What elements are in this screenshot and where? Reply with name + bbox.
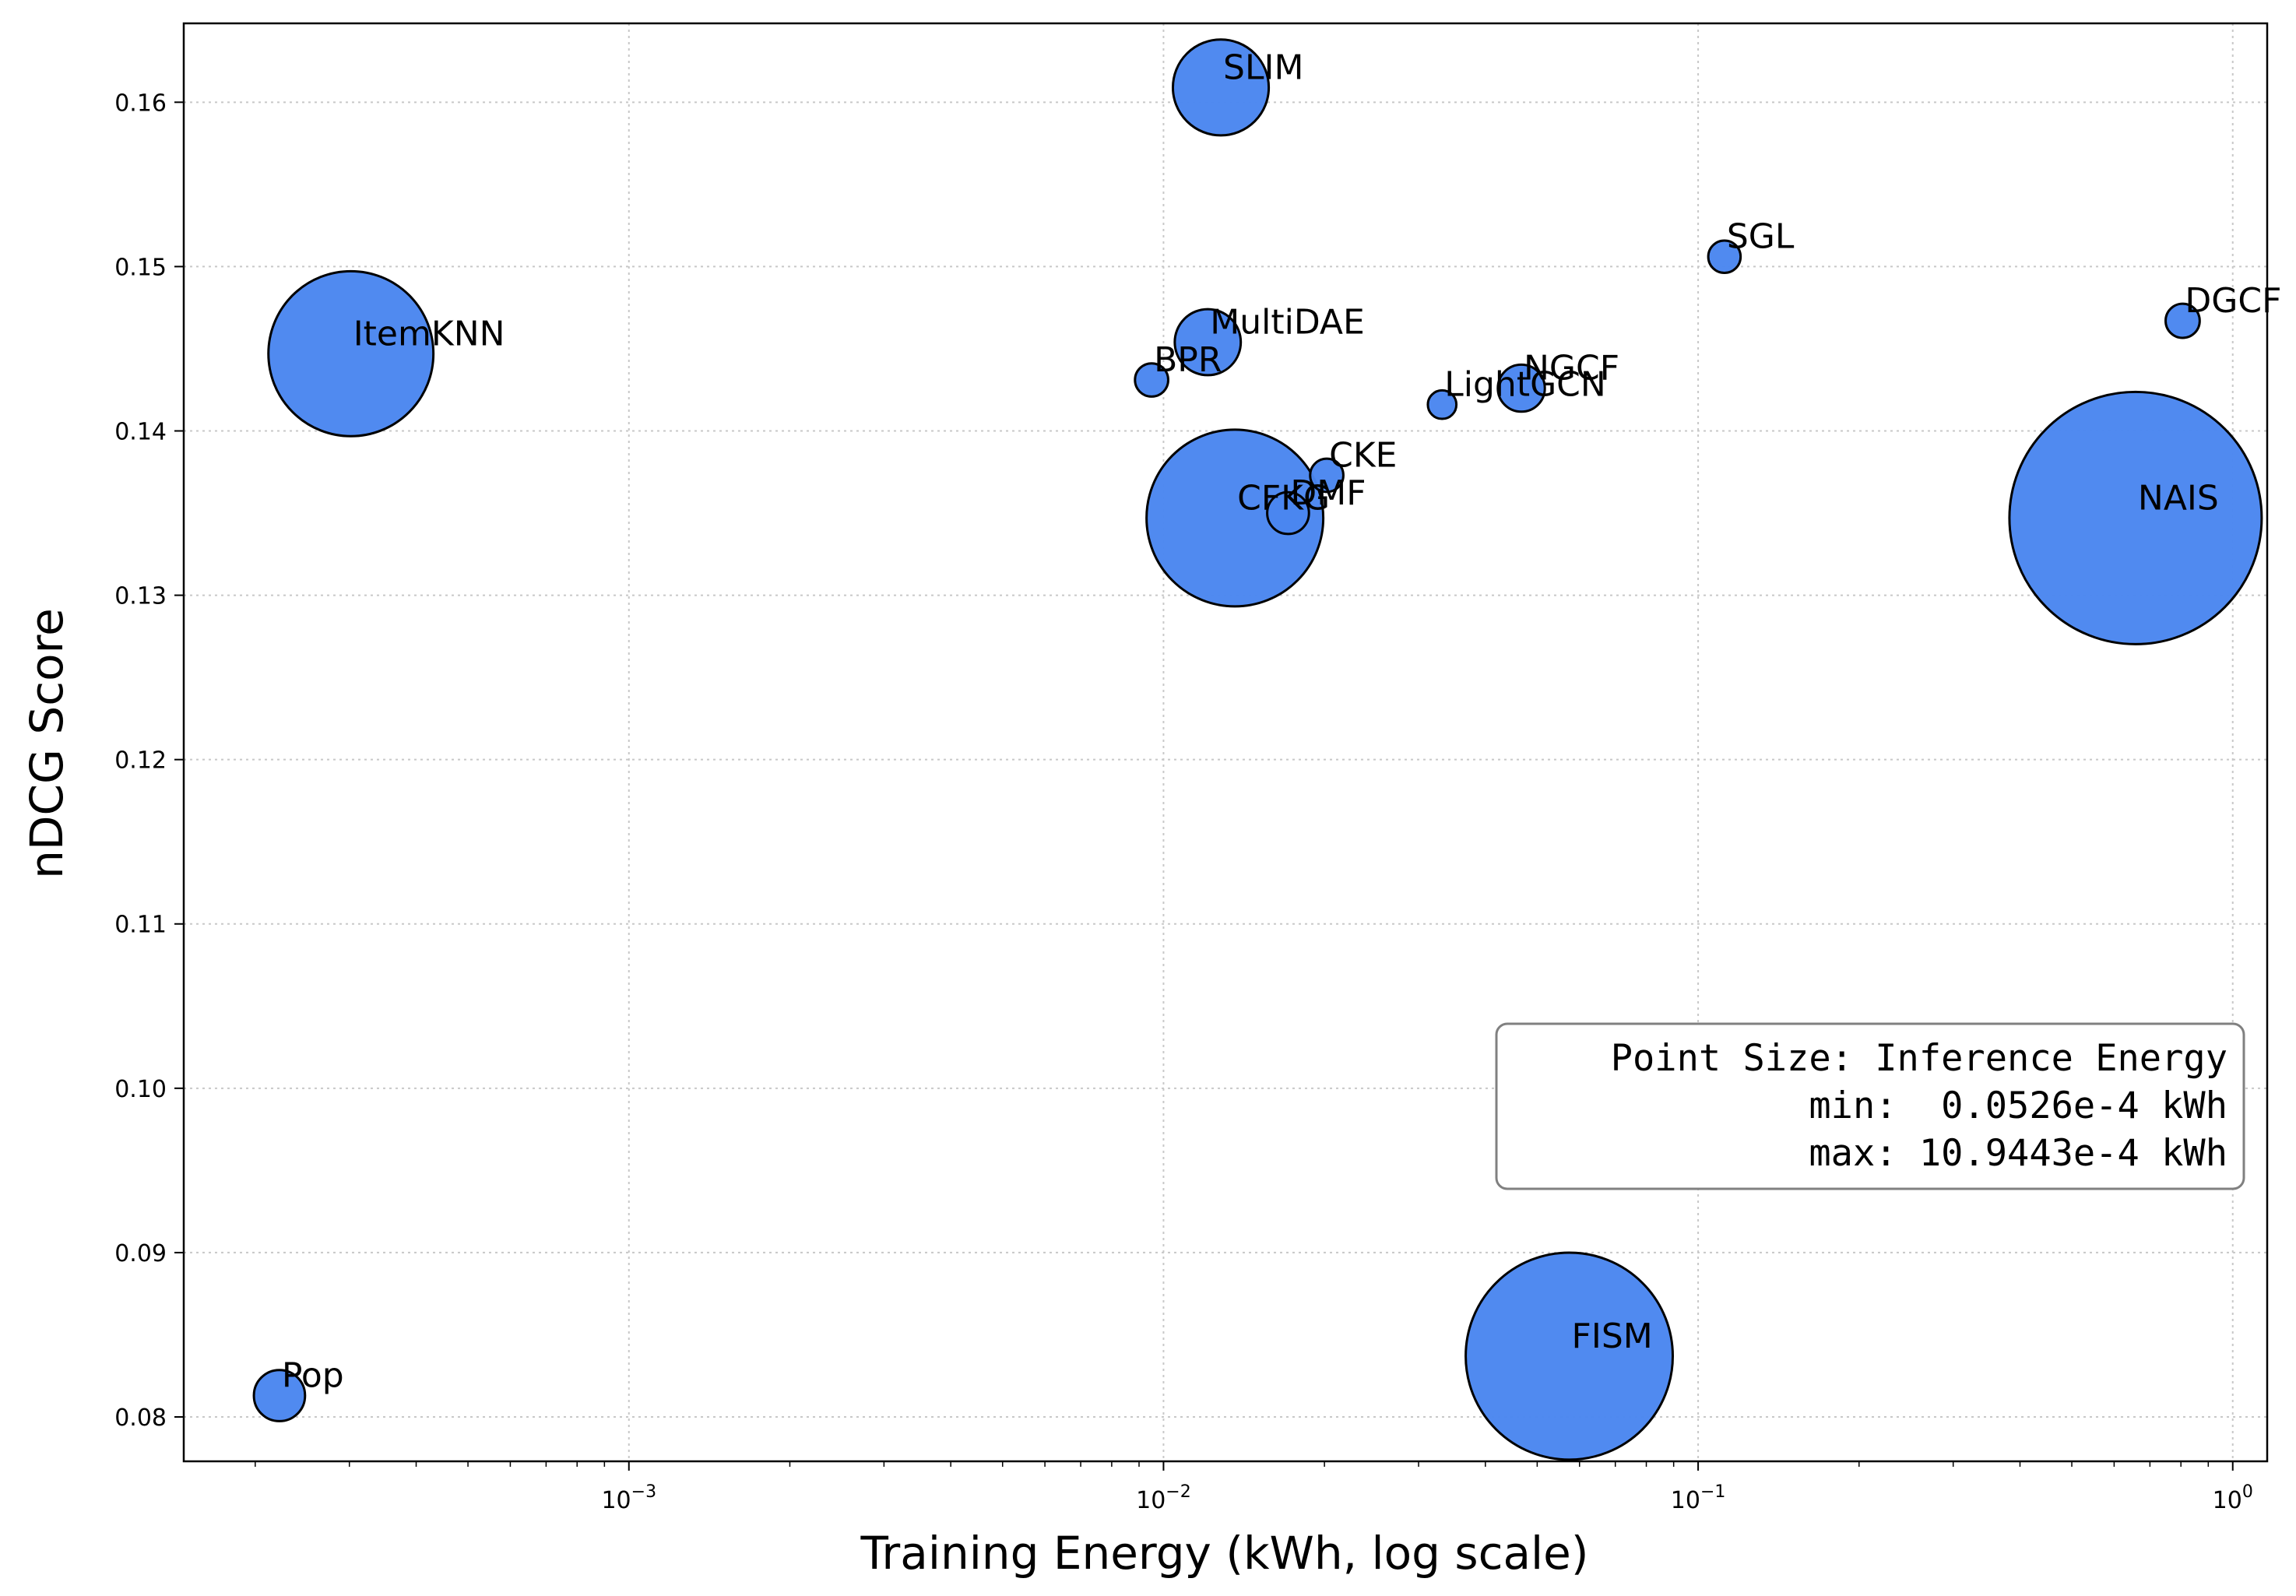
data-point-nais bbox=[2008, 390, 2263, 645]
data-point-pop bbox=[252, 1369, 307, 1422]
point-label-dgcf: DGCF bbox=[2185, 281, 2281, 321]
data-point-slim bbox=[1171, 38, 1271, 137]
y-tick-label: 0.10 bbox=[114, 1076, 167, 1103]
x-axis-label: Training Energy (kWh, log scale) bbox=[860, 1527, 1589, 1580]
point-label-multidae: MultiDAE bbox=[1210, 303, 1365, 343]
x-tick-labels: 10−3 10−2 10−1 100 bbox=[601, 1482, 2252, 1514]
data-point-bpr bbox=[1134, 362, 1169, 398]
point-label-bpr: BPR bbox=[1154, 340, 1222, 380]
data-point-fism bbox=[1464, 1251, 1675, 1461]
legend-line-2: min: 0.0526e-4 kWh bbox=[1809, 1085, 2227, 1127]
data-point-dmf bbox=[1266, 490, 1310, 536]
y-tick-label: 0.16 bbox=[114, 90, 167, 117]
data-point-cke bbox=[1309, 457, 1345, 494]
x-tick-label: 10−1 bbox=[1671, 1482, 1726, 1514]
y-tick-label: 0.15 bbox=[114, 254, 167, 281]
x-tick-label: 10−2 bbox=[1136, 1482, 1191, 1514]
y-tick-label: 0.09 bbox=[114, 1240, 167, 1267]
data-point-lightgcn bbox=[1426, 388, 1458, 420]
data-point-sgl bbox=[1707, 239, 1742, 275]
y-axis-label: nDCG Score bbox=[20, 608, 73, 879]
point-label-cfkg: CFKG bbox=[1237, 478, 1330, 518]
y-tick-label: 0.12 bbox=[114, 747, 167, 775]
y-tick-label: 0.08 bbox=[114, 1404, 167, 1432]
point-label-slim: SLIM bbox=[1223, 47, 1303, 87]
point-label-dmf: DMF bbox=[1290, 473, 1366, 513]
data-point-ngcf bbox=[1496, 363, 1546, 413]
point-label-sgl: SGL bbox=[1727, 217, 1795, 257]
point-label-lightgcn: LightGCN bbox=[1444, 365, 1606, 405]
data-point-itemknn bbox=[267, 269, 435, 438]
y-tick-labels: 0.08 0.09 0.10 0.11 0.12 0.13 0.14 0.15 0.16 bbox=[114, 90, 167, 1432]
legend-box bbox=[1495, 1022, 2245, 1190]
legend-line-1: Point Size: Inference Energy bbox=[1611, 1037, 2227, 1080]
point-label-cke: CKE bbox=[1329, 435, 1397, 475]
data-point-cfkg bbox=[1145, 428, 1325, 608]
plot-frame bbox=[182, 22, 2269, 1463]
size-legend: Point Size: Inference Energy min: 0.0526… bbox=[1495, 1022, 2245, 1190]
major-tick-marks bbox=[174, 101, 2234, 1471]
y-tick-label: 0.13 bbox=[114, 583, 167, 610]
data-points bbox=[252, 38, 2263, 1461]
x-tick-label: 100 bbox=[2213, 1482, 2253, 1514]
point-label-ngcf: NGCF bbox=[1524, 349, 1619, 388]
y-tick-label: 0.11 bbox=[114, 912, 167, 939]
point-label-pop: Pop bbox=[282, 1356, 344, 1396]
point-label-fism: FISM bbox=[1572, 1317, 1653, 1356]
legend-line-3: max: 10.9443e-4 kWh bbox=[1809, 1132, 2227, 1175]
y-tick-label: 0.14 bbox=[114, 418, 167, 445]
point-label-nais: NAIS bbox=[2138, 478, 2219, 518]
data-point-dgcf bbox=[2164, 302, 2201, 339]
grid-lines bbox=[184, 23, 2267, 1461]
x-tick-label: 10−3 bbox=[601, 1482, 656, 1514]
data-point-multidae bbox=[1173, 308, 1243, 377]
point-label-itemknn: ItemKNN bbox=[353, 314, 505, 353]
